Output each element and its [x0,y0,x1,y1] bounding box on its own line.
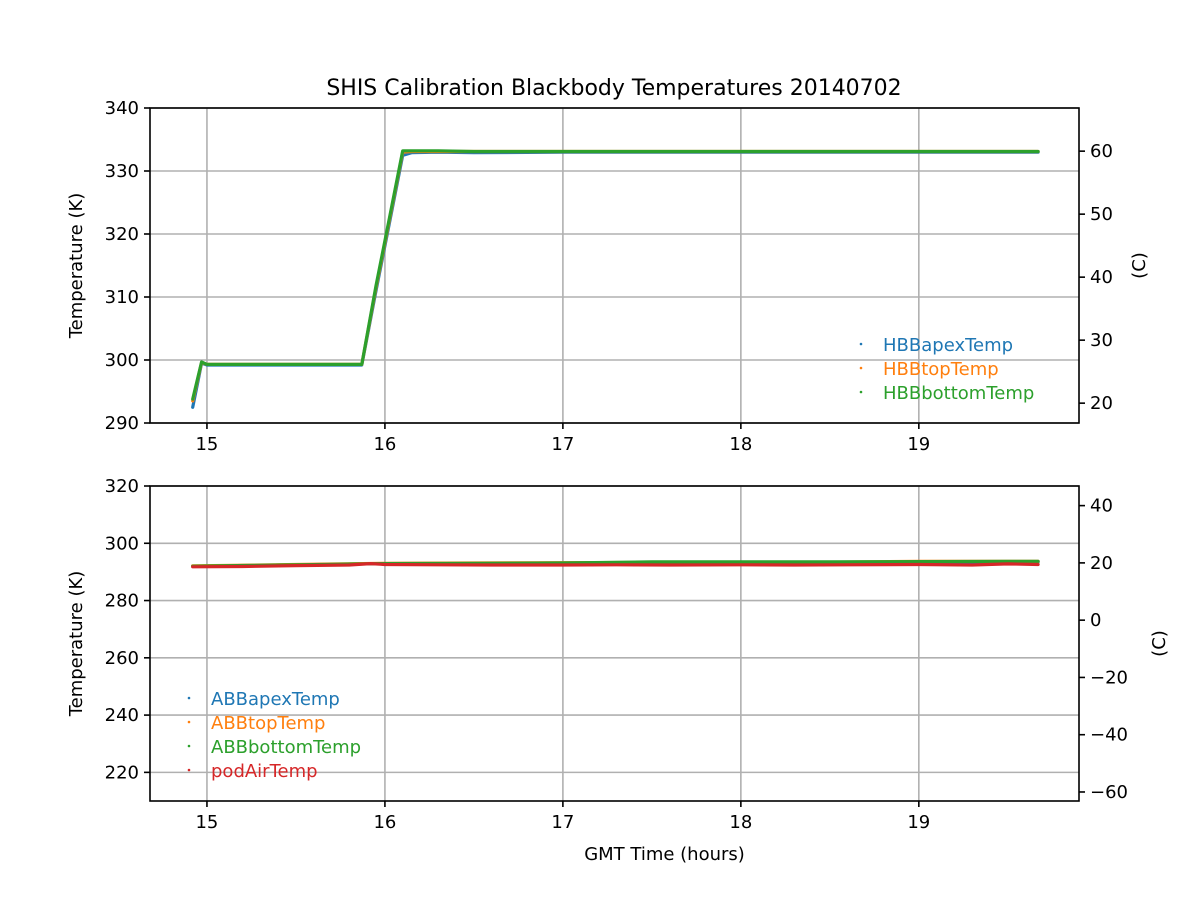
top-chart-legend-marker [859,366,863,370]
top-chart-legend-marker [859,390,863,394]
bottom-chart-y2tick-label: 20 [1090,553,1113,574]
top-chart-ytick-label: 290 [105,413,139,434]
top-chart-y2tick-label: 60 [1090,141,1113,162]
top-chart-y2tick-label: 50 [1090,204,1113,225]
bottom-chart-ytick-label: 280 [105,591,139,612]
bottom-chart-y2tick-label: 0 [1090,610,1101,631]
bottom-chart-xtick-label: 17 [551,812,574,833]
bottom-chart-legend-marker [187,720,191,724]
bottom-chart-frame [149,485,1080,802]
bottom-chart-y2tick-label: −40 [1090,725,1128,746]
top-chart-legend-label: HBBbottomTemp [883,383,1034,404]
bottom-chart-legend-label: podAirTemp [211,761,318,782]
top-chart-ticks: 15 16 17 18 19 290 300 310 320 330 340 20 30 40 50 60 [105,98,1113,455]
top-chart-y2tick-label: 40 [1090,267,1113,288]
top-chart-ytick-label: 340 [105,98,139,119]
bottom-chart-y2tick-label: 40 [1090,496,1113,517]
top-chart-frame [149,107,1080,424]
bottom-chart-panel: 15 16 17 18 19 220 240 260 280 300 320 −60 −40 −20 0 20… [66,476,1170,865]
bottom-chart-ylabel: Temperature (K) [66,571,87,718]
bottom-chart-ytick-label: 220 [105,762,139,783]
bottom-chart-y2tick-label: −20 [1090,667,1128,688]
bottom-chart-xtick-label: 18 [729,812,752,833]
top-chart-xtick-label: 17 [551,434,574,455]
bottom-chart-grid [150,485,1079,801]
bottom-chart-y2label: (C) [1149,630,1170,657]
bottom-chart-legend-marker [187,696,191,700]
top-chart-y2tick-label: 30 [1090,330,1113,351]
top-chart-series [191,149,1040,409]
top-chart-legend-marker [859,342,863,346]
bottom-chart-legend-label: ABBbottomTemp [211,737,361,758]
top-chart-xtick-label: 15 [195,434,218,455]
bottom-chart-xtick-label: 19 [907,812,930,833]
chart-title: SHIS Calibration Blackbody Temperatures … [326,76,901,101]
top-chart-ytick-label: 320 [105,224,139,245]
top-chart-xtick-label: 18 [729,434,752,455]
bottom-chart-xtick-label: 15 [195,812,218,833]
top-chart-ylabel: Temperature (K) [66,193,87,340]
bottom-chart-legend-label: ABBtopTemp [211,713,325,734]
bottom-chart-legend-marker [187,744,191,748]
top-chart-legend-label: HBBapexTemp [883,335,1013,356]
bottom-chart-ytick-label: 320 [105,476,139,497]
bottom-chart-legend-label: ABBapexTemp [211,689,340,710]
bottom-chart-ticks: 15 16 17 18 19 220 240 260 280 300 320 −60 −40 −20 0 20… [105,476,1128,833]
top-chart-ytick-label: 330 [105,161,139,182]
bottom-chart-legend-marker [187,768,191,772]
top-chart-xtick-label: 19 [907,434,930,455]
top-chart-legend: HBBapexTemp HBBtopTemp HBBbottomTemp [859,335,1034,404]
bottom-chart-ytick-label: 240 [105,705,139,726]
top-chart-series-HBBbottomTemp [191,149,1040,401]
bottom-chart-xlabel: GMT Time (hours) [584,844,745,865]
bottom-chart-y2tick-label: −60 [1090,782,1128,803]
bottom-chart-series-podAirTemp [191,561,1040,569]
bottom-chart-series [191,559,1040,569]
top-chart-xtick-label: 16 [373,434,396,455]
top-chart-ytick-label: 300 [105,350,139,371]
bottom-chart-xtick-label: 16 [373,812,396,833]
top-chart-y2tick-label: 20 [1090,393,1113,414]
bottom-chart-ytick-label: 260 [105,648,139,669]
top-chart-panel: SHIS Calibration Blackbody Temperatures … [66,76,1150,455]
top-chart-legend-label: HBBtopTemp [883,359,999,380]
top-chart-ytick-label: 310 [105,287,139,308]
bottom-chart-ytick-label: 300 [105,533,139,554]
bottom-chart-legend: ABBapexTemp ABBtopTemp ABBbottomTemp podAir… [187,689,361,782]
top-chart-y2label: (C) [1129,252,1150,279]
